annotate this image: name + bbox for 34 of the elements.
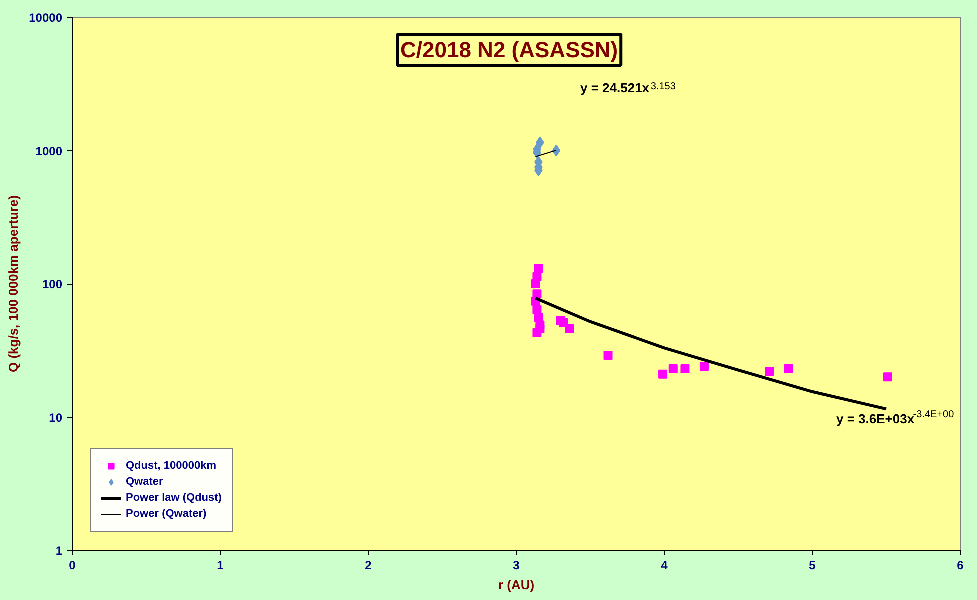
point [658, 370, 668, 379]
x-tick-label: 2 [365, 558, 372, 572]
x-tick-label: 1 [217, 558, 224, 572]
point [559, 318, 568, 328]
x-tick-label: 3 [513, 558, 520, 572]
point [552, 144, 561, 157]
x-tick-label: 4 [661, 558, 668, 572]
y-tick-label: 10 [49, 410, 63, 425]
legend-label: Power (Qwater) [126, 507, 207, 521]
y-tick-label: 100 [42, 278, 63, 292]
point [883, 372, 892, 382]
y-tick-label: 1 [56, 544, 63, 558]
x-tick-label: 6 [957, 558, 964, 572]
point [534, 264, 544, 274]
legend-label: Qdust, 100000km [126, 459, 216, 473]
legend-label: Qwater [126, 475, 164, 489]
point [531, 280, 540, 288]
point [700, 362, 709, 372]
x-tick-label: 5 [809, 558, 816, 572]
point [534, 313, 544, 322]
y-tick-label: 1000 [36, 144, 63, 158]
point [536, 324, 545, 334]
point [680, 364, 690, 374]
legend-label: Power law (Qdust) [126, 491, 222, 505]
y-tick-label: 10000 [29, 11, 63, 25]
point [668, 364, 678, 374]
x-tick-label: 0 [69, 558, 76, 572]
point [565, 324, 574, 334]
point [765, 367, 774, 376]
y-axis-title: Q (kg/s, 100 000km aperture) [6, 195, 22, 373]
text: C/2018 N2 (ASASSN) [400, 38, 618, 62]
point [784, 364, 794, 374]
x-axis-title: r (AU) [498, 578, 535, 592]
point [604, 351, 613, 360]
